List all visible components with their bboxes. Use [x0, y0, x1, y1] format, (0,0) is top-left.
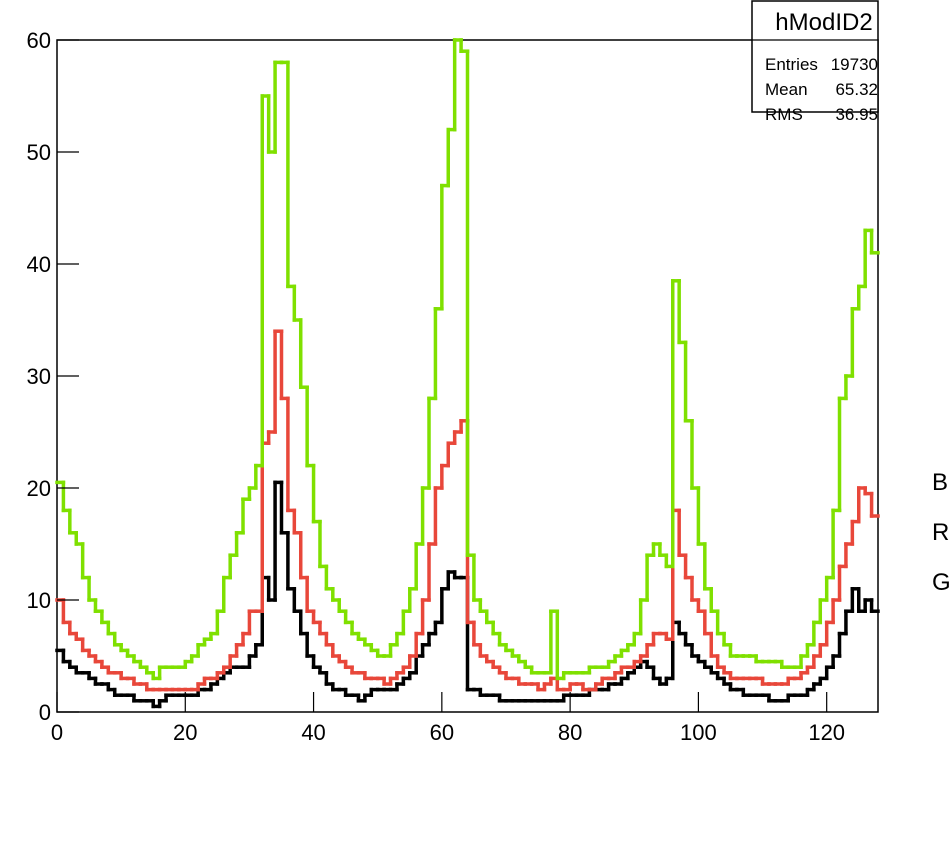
legend-label: R: [932, 519, 949, 546]
x-tick-label: 60: [430, 720, 454, 745]
x-tick-label: 120: [808, 720, 845, 745]
stats-label: Entries: [765, 55, 818, 74]
x-tick-label: 80: [558, 720, 582, 745]
y-tick-label: 0: [39, 700, 51, 725]
stats-value: 19730: [831, 55, 878, 74]
y-tick-label: 20: [27, 476, 51, 501]
marks: [55, 38, 880, 709]
stats-label: RMS: [765, 105, 803, 124]
y-tick-label: 30: [27, 364, 51, 389]
stats-box: hModID2 Entries 19730 Mean 65.32 RMS 36.95: [751, 0, 879, 124]
stats-value: 36.95: [835, 105, 878, 124]
y-tick-label: 10: [27, 588, 51, 613]
stats-value: 65.32: [835, 80, 878, 99]
x-tick-label: 40: [301, 720, 325, 745]
y-tick-label: 40: [27, 252, 51, 277]
stats-frame: [751, 0, 879, 113]
legend-label: B: [932, 469, 948, 496]
x-tick-label: 20: [173, 720, 197, 745]
y-tick-label: 50: [27, 140, 51, 165]
legend-label: G: [932, 569, 950, 596]
x-tick-label: 100: [680, 720, 717, 745]
stats-label: Mean: [765, 80, 808, 99]
x-tick-label: 0: [51, 720, 63, 745]
stats-title: hModID2: [775, 9, 872, 36]
y-tick-label: 60: [27, 28, 51, 53]
